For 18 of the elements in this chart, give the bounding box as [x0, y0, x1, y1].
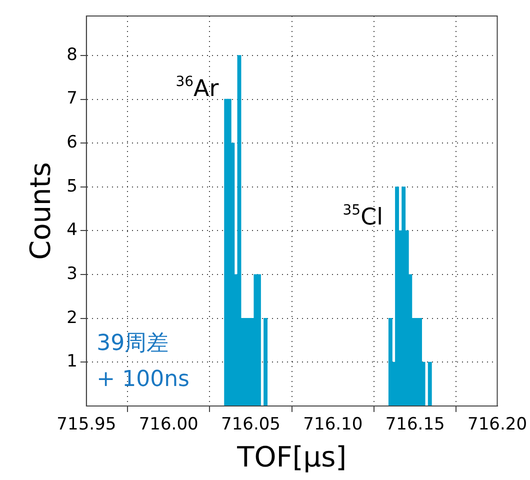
y-tick-label: 8 [66, 44, 78, 65]
x-tick-label: 716.10 [303, 414, 363, 435]
y-tick-label: 2 [66, 308, 78, 328]
x-axis-title: TOF[μs] [236, 440, 347, 474]
x-tick-label: 716.05 [221, 414, 280, 435]
annotation: + 100ns [96, 367, 190, 392]
y-tick-label: 7 [66, 88, 78, 109]
x-tick-label: 715.95 [56, 414, 116, 435]
annotation: 39周差 [96, 330, 169, 356]
y-tick-label: 5 [66, 176, 78, 196]
x-tick-label: 716.15 [385, 414, 445, 435]
y-tick-label: 1 [66, 352, 78, 372]
y-axis-title: Counts [24, 162, 58, 260]
y-tick-label: 4 [66, 220, 78, 240]
y-tick-label: 6 [66, 132, 78, 152]
x-tick-label: 716.00 [138, 414, 198, 435]
x-tick-label: 716.20 [468, 414, 527, 435]
y-tick-label: 3 [66, 264, 78, 284]
